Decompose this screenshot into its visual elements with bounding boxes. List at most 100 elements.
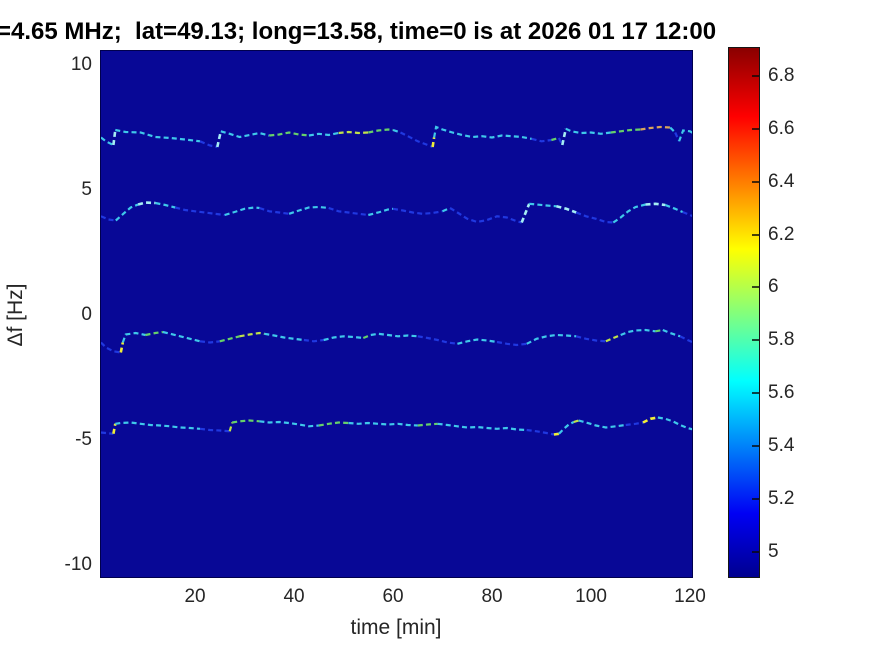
colorbar-tick-label: 5.2 bbox=[768, 487, 795, 509]
trace-3-segment bbox=[457, 338, 498, 345]
trace-2-segment bbox=[529, 202, 557, 208]
x-tick-label: 100 bbox=[575, 586, 607, 607]
trace-3-segment bbox=[199, 340, 220, 344]
trace-4-lower-segment bbox=[573, 419, 580, 424]
trace-4-lower-segment bbox=[625, 421, 644, 427]
colorbar-tick-mark bbox=[752, 550, 759, 553]
trace-3-segment bbox=[303, 338, 324, 343]
trace-1-upper-segment bbox=[216, 131, 223, 148]
trace-1-upper-segment bbox=[100, 136, 114, 146]
trace-1-upper-segment bbox=[112, 129, 117, 146]
colorbar-tick-mark bbox=[752, 233, 759, 236]
trace-1-upper-segment bbox=[674, 132, 681, 142]
trace-1-upper-segment bbox=[115, 128, 201, 143]
trace-3-segment bbox=[605, 333, 622, 343]
trace-3-segment bbox=[323, 335, 364, 342]
x-axis-label: time [min] bbox=[350, 616, 442, 639]
x-tick-label: 40 bbox=[283, 586, 305, 607]
trace-4-lower-segment bbox=[348, 421, 418, 427]
trace-3-segment bbox=[219, 335, 240, 343]
colorbar-tick-label: 5 bbox=[768, 540, 779, 562]
colorbar-tick-label: 6.6 bbox=[768, 117, 795, 139]
plot-area bbox=[100, 50, 693, 578]
trace-1-upper-segment bbox=[565, 127, 611, 135]
trace-3-segment bbox=[679, 335, 693, 344]
trace-1-upper-segment bbox=[678, 129, 693, 142]
trace-2-segment bbox=[556, 205, 577, 214]
trace-2-segment bbox=[645, 202, 666, 207]
trace-2-segment bbox=[449, 207, 522, 224]
colorbar-tick-label: 6 bbox=[768, 276, 779, 298]
trace-4-lower-segment bbox=[115, 421, 201, 430]
chart-title: =4.65 MHz; lat=49.13; long=13.58, time=0… bbox=[0, 18, 717, 45]
trace-4-lower-segment bbox=[417, 422, 438, 427]
trace-2-segment bbox=[137, 201, 156, 206]
trace-2-segment bbox=[259, 206, 290, 215]
colorbar-tick-label: 6.8 bbox=[768, 65, 795, 87]
colorbar-tick-label: 6.2 bbox=[768, 223, 795, 245]
trace-3-segment bbox=[417, 335, 458, 345]
trace-3-segment bbox=[526, 333, 577, 345]
trace-2-segment bbox=[328, 206, 369, 217]
colorbar-tick-label: 6.4 bbox=[768, 170, 795, 192]
trace-3-segment bbox=[496, 340, 527, 347]
trace-2-segment bbox=[155, 201, 176, 209]
trace-3-segment bbox=[662, 328, 681, 338]
trace-3-segment bbox=[162, 330, 201, 343]
trace-4-lower-segment bbox=[228, 422, 234, 432]
trace-1-upper-segment bbox=[640, 125, 671, 131]
trace-4-lower-segment bbox=[318, 421, 349, 427]
trace-1-upper-segment bbox=[531, 137, 552, 143]
trace-2-segment bbox=[392, 207, 443, 215]
trace-3-segment bbox=[100, 341, 121, 354]
trace-2-segment bbox=[174, 206, 225, 217]
trace-1-upper-segment bbox=[561, 128, 568, 146]
axes-frame bbox=[100, 50, 693, 578]
trace-2-segment bbox=[612, 203, 646, 224]
colorbar-tick-label: 5.8 bbox=[768, 329, 795, 351]
trace-1-upper-segment bbox=[551, 136, 560, 142]
trace-1-upper-segment bbox=[338, 130, 369, 135]
trace-4-lower-segment bbox=[553, 432, 560, 436]
trace-4-lower-segment bbox=[100, 431, 114, 435]
trace-1-upper-segment bbox=[610, 128, 641, 134]
trace-1-upper-segment bbox=[308, 131, 339, 137]
colorbar-tick-mark bbox=[752, 444, 759, 447]
trace-1-upper-segment bbox=[433, 125, 532, 140]
plot-background bbox=[100, 50, 693, 578]
trace-3-segment bbox=[655, 328, 663, 333]
trace-3-segment bbox=[362, 333, 372, 340]
trace-2-segment bbox=[100, 215, 116, 222]
y-tick-label: 10 bbox=[70, 54, 92, 75]
trace-4-lower-segment bbox=[259, 420, 319, 428]
trace-2-segment bbox=[520, 203, 531, 223]
trace-3-segment bbox=[119, 342, 125, 353]
trace-3-segment bbox=[264, 332, 305, 342]
trace-2-segment bbox=[288, 205, 329, 215]
colorbar bbox=[728, 47, 760, 578]
x-tick-label: 120 bbox=[674, 586, 706, 607]
y-tick-label: -10 bbox=[64, 554, 92, 575]
colorbar-tick-mark bbox=[752, 127, 759, 130]
trace-1-upper-segment bbox=[392, 128, 401, 134]
trace-4-lower-segment bbox=[437, 422, 527, 432]
trace-4-lower-segment bbox=[232, 419, 260, 424]
trace-2-segment bbox=[442, 206, 451, 213]
trace-4-lower-segment bbox=[657, 416, 693, 431]
x-tick-label: 80 bbox=[481, 586, 503, 607]
y-tick-label: -5 bbox=[75, 429, 92, 450]
trace-1-upper-segment bbox=[431, 137, 436, 148]
trace-4-lower-segment bbox=[526, 428, 555, 436]
trace-1-upper-segment bbox=[669, 126, 676, 134]
colorbar-tick-label: 5.6 bbox=[768, 382, 795, 404]
trace-2-segment bbox=[224, 206, 260, 217]
colorbar-tick-mark bbox=[752, 180, 759, 183]
trace-3-segment bbox=[145, 330, 164, 337]
trace-1-upper-segment bbox=[269, 131, 310, 137]
x-tick-label: 20 bbox=[184, 586, 206, 607]
colorbar-tick-mark bbox=[752, 339, 759, 342]
trace-4-lower-segment bbox=[558, 421, 575, 435]
trace-3-segment bbox=[575, 335, 606, 343]
trace-4-lower-segment bbox=[642, 416, 659, 424]
